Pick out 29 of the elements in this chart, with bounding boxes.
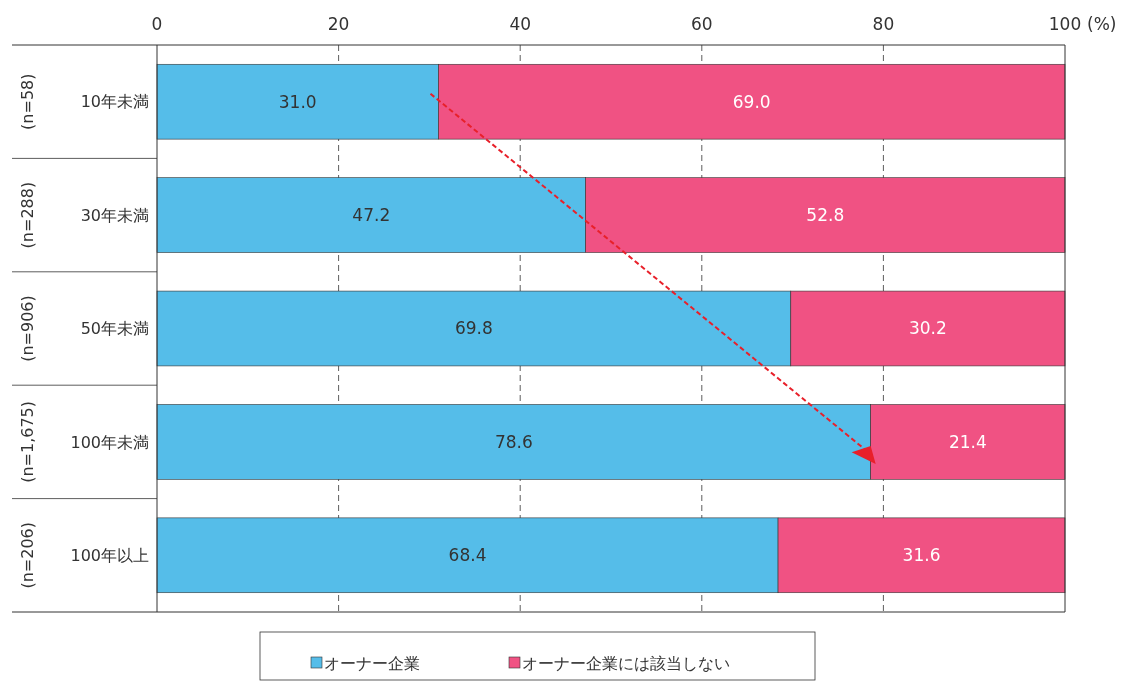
x-axis-title: (%) [1087, 14, 1117, 34]
data-label: 31.0 [278, 91, 317, 112]
y-tick-label: 100年以上 [70, 545, 149, 565]
data-label: 31.6 [902, 545, 941, 566]
data-label: 52.8 [806, 205, 845, 226]
data-label: 21.4 [948, 431, 987, 452]
legend-label: オーナー企業には該当しない [522, 653, 730, 673]
legend-label: オーナー企業 [324, 653, 420, 673]
x-tick-label: 80 [872, 14, 895, 34]
text: (n=288) [17, 181, 37, 249]
data-label: 68.4 [448, 545, 487, 566]
text: (n=58) [17, 73, 37, 130]
text: (n=206) [17, 522, 37, 589]
y-tick-label: 30年未満 [80, 205, 149, 225]
y-tick-label: 10年未満 [80, 92, 149, 112]
x-tick-label: 60 [690, 14, 713, 34]
data-label: 78.6 [494, 431, 533, 452]
data-label: 69.8 [454, 318, 493, 339]
data-label: 47.2 [352, 205, 391, 226]
y-tick-label: 50年未満 [80, 319, 149, 339]
x-tick-label: 0 [151, 14, 163, 34]
x-tick-label: 20 [327, 14, 350, 34]
y-tick-label: 100年未満 [70, 432, 149, 452]
data-label: 69.0 [732, 91, 771, 112]
text: (n=1,675) [17, 400, 37, 483]
x-tick-label: 100 [1048, 14, 1082, 34]
x-tick-label: 40 [509, 14, 532, 34]
text: (n=906) [17, 295, 37, 362]
data-label: 30.2 [908, 318, 947, 339]
